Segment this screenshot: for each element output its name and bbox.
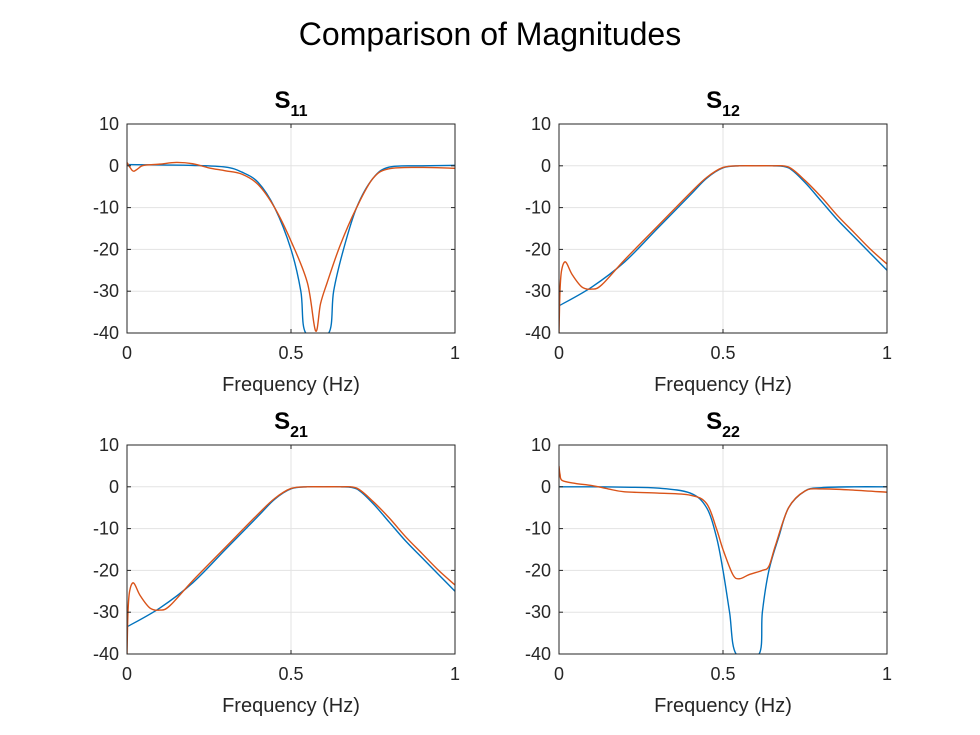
subplot-4: 0 0.5 1 10 0 -10 -20 -30 -40 Frequency (Hz) S22 bbox=[525, 408, 892, 717]
y-tick-label: -10 bbox=[93, 198, 119, 218]
x-tick-label: 1 bbox=[450, 664, 460, 684]
subplot-title: S22 bbox=[706, 408, 740, 441]
x-tick-label: 0.5 bbox=[278, 664, 303, 684]
y-tick-label: 0 bbox=[541, 477, 551, 497]
x-tick-label: 0.5 bbox=[710, 664, 735, 684]
y-tick-label: -20 bbox=[93, 560, 119, 580]
y-tick-label: -10 bbox=[525, 519, 551, 539]
y-tick-label: -40 bbox=[525, 323, 551, 343]
x-tick-label: 0 bbox=[554, 664, 564, 684]
series-line-2 bbox=[559, 164, 887, 333]
x-tick-label: 1 bbox=[450, 343, 460, 363]
subplot-title-subscript: 11 bbox=[291, 103, 308, 120]
subplot-title-main: S bbox=[274, 408, 290, 435]
y-tick-label: 0 bbox=[541, 156, 551, 176]
y-tick-label: -20 bbox=[93, 239, 119, 259]
subplot-title: S12 bbox=[706, 87, 740, 120]
y-tick-label: 0 bbox=[109, 156, 119, 176]
series-line-2 bbox=[127, 161, 455, 332]
y-tick-label: -40 bbox=[93, 644, 119, 664]
y-tick-label: -10 bbox=[93, 519, 119, 539]
subplot-3: 0 0.5 1 10 0 -10 -20 -30 -40 Frequency (Hz) S21 bbox=[93, 408, 460, 717]
y-tick-label: -30 bbox=[525, 602, 551, 622]
subplot-title-main: S bbox=[706, 408, 722, 435]
x-tick-label: 1 bbox=[882, 343, 892, 363]
y-tick-label: -30 bbox=[525, 281, 551, 301]
x-tick-label: 0.5 bbox=[278, 343, 303, 363]
y-tick-label: 10 bbox=[99, 114, 119, 134]
subplot-title-subscript: 22 bbox=[722, 424, 740, 441]
y-tick-label: -30 bbox=[93, 281, 119, 301]
figure-title: Comparison of Magnitudes bbox=[298, 16, 682, 52]
y-tick-label: -20 bbox=[525, 560, 551, 580]
x-tick-label: 0 bbox=[554, 343, 564, 363]
x-axis-label: Frequency (Hz) bbox=[654, 374, 792, 396]
y-tick-label: 10 bbox=[531, 435, 551, 455]
subplot-title-main: S bbox=[706, 87, 722, 114]
y-tick-label: -10 bbox=[525, 198, 551, 218]
y-tick-label: 10 bbox=[99, 435, 119, 455]
x-axis-label: Frequency (Hz) bbox=[222, 695, 360, 717]
y-tick-label: -40 bbox=[525, 644, 551, 664]
x-tick-label: 0 bbox=[122, 664, 132, 684]
x-axis-label: Frequency (Hz) bbox=[222, 374, 360, 396]
subplot-title-main: S bbox=[275, 87, 291, 114]
subplot-title-subscript: 21 bbox=[290, 424, 308, 441]
subplot-title-subscript: 12 bbox=[722, 103, 740, 120]
subplot-2: 0 0.5 1 10 0 -10 -20 -30 -40 Frequency (Hz) S12 bbox=[525, 87, 892, 396]
series-line-2 bbox=[559, 465, 887, 580]
y-tick-label: -40 bbox=[93, 323, 119, 343]
y-tick-label: -30 bbox=[93, 602, 119, 622]
subplot-1: 0 0.5 1 10 0 -10 -20 -30 -40 Frequency (Hz) S11 bbox=[93, 87, 460, 396]
y-tick-label: 0 bbox=[109, 477, 119, 497]
x-tick-label: 0 bbox=[122, 343, 132, 363]
y-tick-label: 10 bbox=[531, 114, 551, 134]
subplot-title: S11 bbox=[275, 87, 308, 120]
series-line-2 bbox=[127, 485, 455, 654]
x-axis-label: Frequency (Hz) bbox=[654, 695, 792, 717]
x-tick-label: 1 bbox=[882, 664, 892, 684]
subplot-title: S21 bbox=[274, 408, 308, 441]
y-tick-label: -20 bbox=[525, 239, 551, 259]
x-tick-label: 0.5 bbox=[710, 343, 735, 363]
